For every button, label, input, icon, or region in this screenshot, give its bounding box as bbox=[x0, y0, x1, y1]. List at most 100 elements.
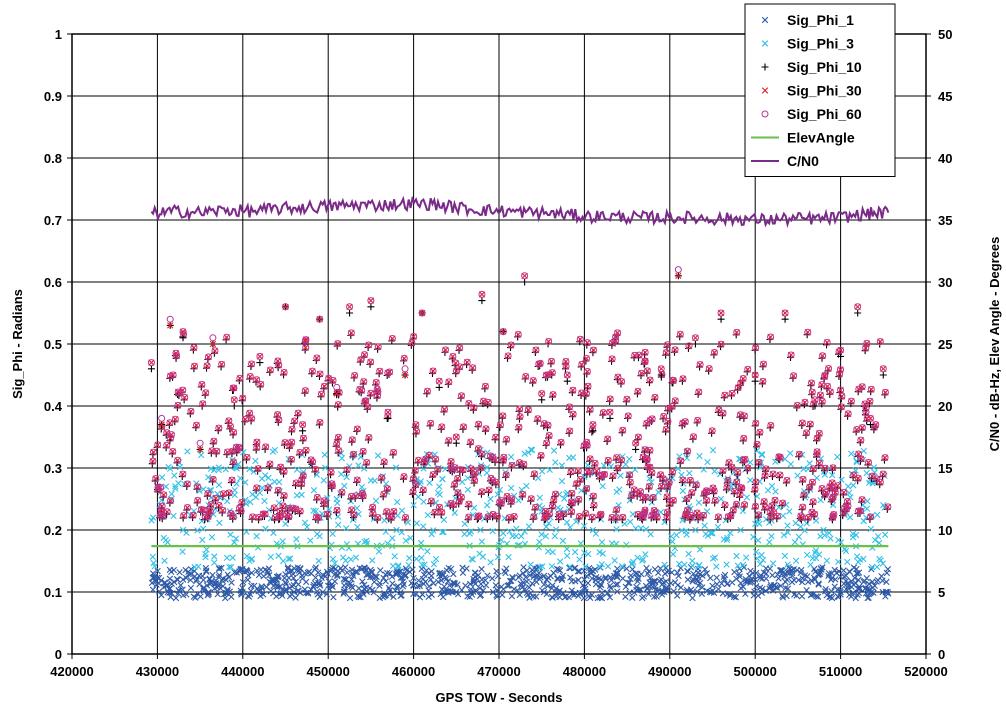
point-sig-phi-60 bbox=[829, 464, 837, 472]
point-sig-phi-60 bbox=[876, 338, 884, 346]
point-sig-phi-1 bbox=[209, 571, 216, 579]
point-sig-phi-30 bbox=[205, 353, 212, 361]
point-sig-phi-60 bbox=[246, 409, 254, 417]
point-sig-phi-1 bbox=[762, 575, 770, 582]
point-sig-phi-60 bbox=[659, 475, 667, 483]
point-sig-phi-3 bbox=[673, 531, 680, 539]
point-sig-phi-60 bbox=[243, 453, 251, 461]
point-sig-phi-1 bbox=[310, 583, 317, 590]
point-sig-phi-1 bbox=[530, 573, 537, 581]
point-sig-phi-60 bbox=[836, 370, 844, 378]
point-sig-phi-3 bbox=[696, 452, 703, 460]
point-sig-phi-3 bbox=[689, 557, 696, 565]
point-sig-phi-1 bbox=[419, 591, 426, 598]
point-sig-phi-1 bbox=[562, 593, 570, 600]
point-sig-phi-1 bbox=[793, 592, 800, 599]
point-sig-phi-60 bbox=[582, 390, 590, 398]
point-sig-phi-3 bbox=[483, 464, 491, 471]
point-sig-phi-30 bbox=[614, 464, 622, 472]
point-sig-phi-30 bbox=[324, 510, 331, 518]
point-sig-phi-60 bbox=[695, 513, 703, 521]
point-sig-phi-3 bbox=[598, 539, 606, 546]
point-sig-phi-1 bbox=[203, 582, 211, 589]
point-sig-phi-60 bbox=[270, 504, 278, 512]
point-sig-phi-10 bbox=[751, 377, 759, 385]
point-sig-phi-1 bbox=[441, 588, 448, 596]
point-sig-phi-30 bbox=[767, 333, 774, 341]
point-sig-phi-60 bbox=[819, 352, 827, 360]
point-sig-phi-1 bbox=[825, 570, 833, 577]
point-sig-phi-60 bbox=[724, 513, 732, 521]
point-sig-phi-60 bbox=[566, 403, 574, 411]
point-sig-phi-60 bbox=[714, 513, 722, 521]
point-sig-phi-60 bbox=[347, 492, 355, 500]
point-sig-phi-1 bbox=[492, 582, 499, 589]
point-sig-phi-3 bbox=[216, 519, 223, 527]
point-sig-phi-3 bbox=[202, 553, 209, 561]
point-sig-phi-60 bbox=[470, 404, 478, 412]
point-sig-phi-1 bbox=[237, 567, 244, 574]
point-sig-phi-60 bbox=[710, 487, 718, 495]
point-sig-phi-30 bbox=[719, 467, 727, 474]
point-sig-phi-60 bbox=[588, 513, 596, 521]
point-sig-phi-30 bbox=[262, 443, 269, 451]
point-sig-phi-30 bbox=[609, 339, 616, 347]
point-sig-phi-1 bbox=[397, 574, 405, 581]
point-sig-phi-30 bbox=[865, 459, 872, 466]
point-sig-phi-30 bbox=[609, 472, 617, 480]
point-sig-phi-30 bbox=[369, 504, 376, 511]
point-sig-phi-1 bbox=[415, 577, 422, 584]
point-sig-phi-60 bbox=[694, 416, 702, 424]
point-sig-phi-60 bbox=[555, 510, 563, 518]
point-sig-phi-60 bbox=[604, 435, 612, 443]
point-sig-phi-3 bbox=[494, 554, 502, 561]
point-sig-phi-1 bbox=[199, 572, 206, 580]
point-sig-phi-60 bbox=[643, 456, 651, 464]
point-sig-phi-60 bbox=[350, 511, 358, 519]
point-sig-phi-60 bbox=[334, 433, 342, 441]
point-sig-phi-30 bbox=[604, 435, 611, 443]
point-sig-phi-30 bbox=[494, 513, 501, 520]
point-sig-phi-60 bbox=[576, 335, 584, 343]
point-sig-phi-60 bbox=[316, 418, 324, 426]
point-sig-phi-30 bbox=[367, 297, 375, 304]
point-sig-phi-1 bbox=[781, 571, 788, 578]
point-sig-phi-60 bbox=[299, 421, 307, 429]
point-sig-phi-60 bbox=[201, 513, 209, 521]
y-axis-right-title: C/N0 - dB-Hz, Elev Angle - Degrees bbox=[987, 237, 1002, 452]
point-sig-phi-3 bbox=[246, 557, 253, 564]
point-sig-phi-3 bbox=[742, 554, 750, 561]
point-sig-phi-30 bbox=[360, 378, 367, 385]
point-sig-phi-60 bbox=[409, 488, 417, 496]
point-sig-phi-60 bbox=[454, 474, 462, 482]
point-sig-phi-60 bbox=[361, 397, 369, 405]
point-sig-phi-1 bbox=[674, 569, 681, 576]
point-sig-phi-3 bbox=[821, 532, 828, 539]
point-sig-phi-1 bbox=[526, 594, 533, 601]
point-sig-phi-3 bbox=[817, 496, 824, 504]
point-sig-phi-30 bbox=[693, 481, 700, 489]
point-sig-phi-30 bbox=[335, 434, 342, 441]
point-sig-phi-60 bbox=[808, 508, 816, 516]
point-sig-phi-3 bbox=[410, 502, 417, 509]
point-sig-phi-60 bbox=[863, 339, 871, 347]
point-sig-phi-60 bbox=[695, 388, 703, 396]
point-sig-phi-3 bbox=[253, 533, 260, 540]
point-sig-phi-30 bbox=[715, 513, 722, 521]
point-sig-phi-60 bbox=[470, 471, 478, 479]
point-sig-phi-1 bbox=[446, 582, 453, 589]
point-sig-phi-1 bbox=[155, 574, 163, 582]
point-sig-phi-3 bbox=[686, 470, 693, 477]
point-sig-phi-30 bbox=[549, 369, 556, 376]
point-sig-phi-60 bbox=[617, 456, 625, 464]
point-sig-phi-1 bbox=[323, 591, 330, 598]
point-sig-phi-30 bbox=[566, 427, 573, 435]
point-sig-phi-3 bbox=[786, 508, 793, 515]
point-sig-phi-3 bbox=[282, 520, 289, 527]
point-sig-phi-30 bbox=[790, 372, 797, 379]
point-sig-phi-60 bbox=[402, 514, 410, 522]
point-sig-phi-60 bbox=[485, 486, 493, 494]
point-sig-phi-30 bbox=[568, 508, 575, 515]
point-sig-phi-30 bbox=[316, 419, 324, 426]
point-sig-phi-30 bbox=[261, 510, 269, 518]
